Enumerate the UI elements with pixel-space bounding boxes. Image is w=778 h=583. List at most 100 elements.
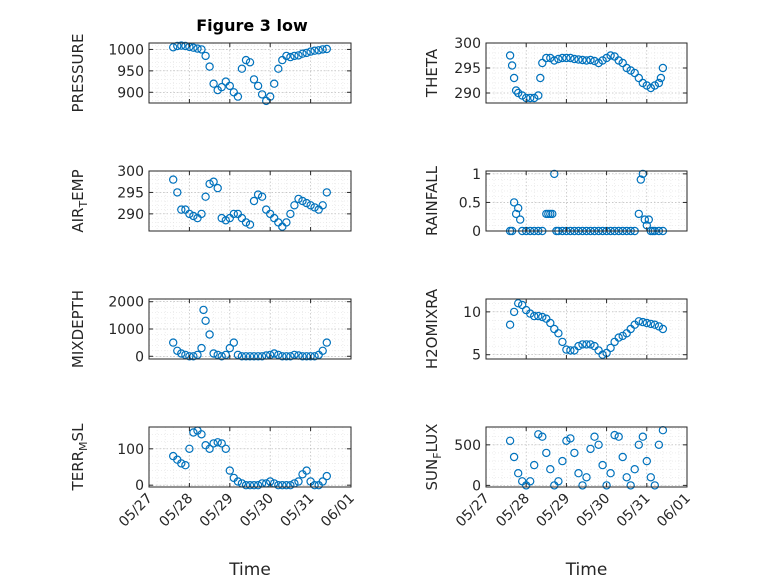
data-point <box>282 481 291 490</box>
data-point <box>634 209 644 219</box>
data-point <box>606 469 615 478</box>
data-point <box>542 448 551 458</box>
data-point <box>574 341 583 351</box>
ytick-label: 2000 <box>108 295 144 311</box>
data-point <box>546 465 555 474</box>
data-point <box>574 55 583 64</box>
ylabel-3: AIRTEMP <box>69 169 90 232</box>
data-point <box>586 340 595 349</box>
ytick-label: 0 <box>135 349 144 365</box>
data-point <box>636 175 646 184</box>
data-point <box>614 432 623 441</box>
data-point <box>245 58 255 67</box>
data-point <box>209 177 218 186</box>
data-point <box>514 469 523 478</box>
data-point <box>548 209 557 219</box>
data-point <box>249 481 259 490</box>
ytick-label: 290 <box>454 86 481 102</box>
data-point <box>626 481 635 490</box>
subplot-5: 0 1000 2000 MIXDEPTH <box>69 290 352 368</box>
data-point <box>640 215 650 224</box>
data-point <box>514 203 523 213</box>
data-point <box>644 215 654 224</box>
data-point <box>290 51 299 61</box>
data-point <box>322 44 331 54</box>
ylabel-1: PRESSURE <box>69 34 87 113</box>
data-point <box>245 481 255 490</box>
data-point <box>310 203 319 212</box>
data-point <box>650 320 660 329</box>
data-point <box>209 79 218 88</box>
data-point <box>606 51 615 60</box>
data-point <box>574 469 583 478</box>
data-point <box>618 58 627 68</box>
data-point <box>237 352 247 361</box>
ytick-label: 295 <box>454 61 481 77</box>
data-point <box>546 318 555 328</box>
data-point <box>197 209 206 219</box>
data-point <box>286 481 295 490</box>
data-point <box>168 43 178 52</box>
data-point <box>634 317 644 326</box>
data-point <box>562 345 571 354</box>
ytick-label: 10 <box>463 305 481 321</box>
data-point <box>257 192 267 201</box>
data-point <box>205 330 214 339</box>
data-point <box>233 477 243 486</box>
data-point <box>566 434 575 443</box>
data-point <box>205 444 214 453</box>
data-point <box>253 352 263 361</box>
subplot-2: 290 295 300 THETA <box>423 36 688 104</box>
data-point <box>526 93 535 103</box>
data-point <box>650 481 660 490</box>
data-point <box>534 91 543 100</box>
data-point <box>526 477 535 486</box>
axes-frame <box>148 42 352 104</box>
data-point <box>310 46 319 55</box>
data-point <box>646 319 656 329</box>
data-point <box>225 81 234 91</box>
data-point <box>558 53 567 63</box>
data-point <box>245 352 255 361</box>
data-point <box>168 175 178 184</box>
data-point <box>298 49 307 58</box>
data-point <box>598 350 607 359</box>
data-point <box>562 53 571 63</box>
data-point <box>634 73 644 83</box>
data-point <box>217 213 226 223</box>
data-point <box>650 81 660 90</box>
data-point <box>566 53 575 63</box>
series-markers <box>505 426 668 490</box>
ytick-label: 1000 <box>108 322 144 338</box>
data-point <box>173 188 182 197</box>
data-point <box>217 82 226 92</box>
figure-title: Figure 3 low <box>196 16 308 35</box>
data-point <box>590 432 599 441</box>
data-point <box>536 73 545 83</box>
data-point <box>302 466 311 475</box>
data-point <box>173 41 182 51</box>
data-point <box>505 436 515 445</box>
data-point <box>177 41 186 50</box>
data-point <box>270 349 279 358</box>
data-point <box>197 343 206 353</box>
data-point <box>507 61 517 70</box>
data-point <box>217 439 226 448</box>
axes-frame <box>485 170 688 232</box>
data-point <box>542 53 551 63</box>
data-point <box>654 78 664 88</box>
data-point <box>185 209 194 219</box>
data-point <box>286 209 295 219</box>
data-point <box>189 43 198 52</box>
data-point <box>554 329 563 338</box>
data-point <box>209 349 218 358</box>
data-point <box>570 448 579 458</box>
data-point <box>253 190 263 199</box>
data-point <box>225 343 234 353</box>
ytick-label: 0 <box>472 478 481 494</box>
ylabel-6: H2OMIXRA <box>423 288 441 369</box>
data-point <box>177 349 186 358</box>
data-point <box>185 352 194 361</box>
data-point <box>306 47 315 56</box>
data-point <box>566 346 575 355</box>
